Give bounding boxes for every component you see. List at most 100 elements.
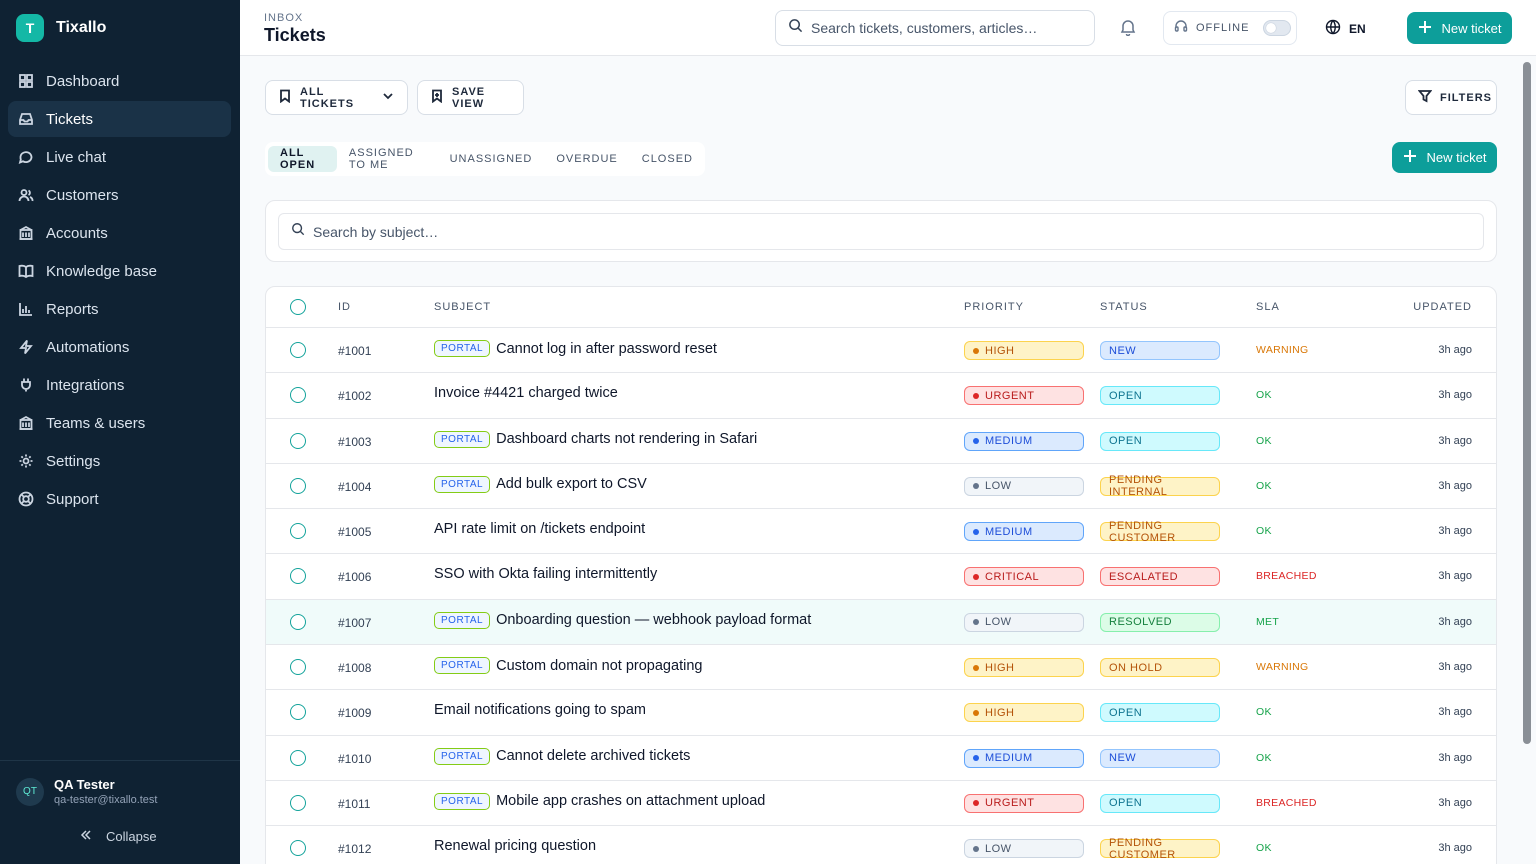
sidebar-item-customers[interactable]: Customers (8, 177, 231, 213)
ticket-subject[interactable]: PORTAL Cannot log in after password reset (434, 340, 717, 357)
sla-status: OK (1256, 751, 1272, 764)
sidebar-item-integrations[interactable]: Integrations (8, 367, 231, 403)
row-checkbox[interactable] (290, 749, 306, 766)
ticket-id[interactable]: #1003 (338, 434, 372, 449)
ticket-id[interactable]: #1001 (338, 344, 372, 358)
ticket-subject[interactable]: PORTAL Cannot delete archived tickets (434, 747, 690, 765)
column-header-updated[interactable]: UPDATED (1413, 301, 1472, 313)
row-checkbox[interactable] (290, 659, 306, 676)
view-selector-button[interactable]: ALL TICKETS (265, 80, 408, 115)
ticket-id[interactable]: #1002 (338, 389, 372, 404)
new-ticket-button[interactable]: New ticket (1392, 142, 1497, 173)
sidebar-item-live-chat[interactable]: Live chat (8, 139, 231, 175)
ticket-id[interactable]: #1006 (338, 570, 372, 585)
global-search-input[interactable] (811, 20, 1081, 36)
updated-time: 3h ago (1438, 479, 1472, 492)
ticket-id[interactable]: #1009 (338, 706, 372, 721)
ticket-subject[interactable]: SSO with Okta failing intermittently (434, 566, 657, 582)
sidebar-item-knowledge-base[interactable]: Knowledge base (8, 253, 231, 289)
filters-button[interactable]: FILTERS (1405, 80, 1497, 115)
row-checkbox[interactable] (290, 432, 306, 449)
table-row[interactable]: #1011 PORTAL Mobile app crashes on attachm… (266, 781, 1496, 827)
table-row[interactable]: #1004 PORTAL Add bulk export to CSV LOW PEND… (266, 464, 1496, 510)
sla-status: OK (1256, 525, 1272, 538)
notifications-button[interactable] (1120, 18, 1136, 41)
table-row[interactable]: #1002 Invoice #4421 charged twice URGENT OP… (266, 373, 1496, 419)
ticket-subject[interactable]: Renewal pricing question (434, 838, 596, 854)
column-header-status[interactable]: STATUS (1100, 301, 1148, 313)
ticket-subject[interactable]: Invoice #4421 charged twice (434, 385, 618, 401)
availability-control: OFFLINE (1163, 11, 1297, 45)
tab-all-open[interactable]: ALL OPEN (268, 146, 337, 172)
row-checkbox[interactable] (290, 840, 306, 857)
row-checkbox[interactable] (290, 704, 306, 721)
ticket-subject[interactable]: PORTAL Onboarding question — webhook payl… (434, 611, 811, 629)
ticket-subject[interactable]: PORTAL Mobile app crashes on attachment u… (434, 792, 765, 810)
table-row[interactable]: #1006 SSO with Okta failing intermittentl… (266, 554, 1496, 600)
table-row[interactable]: #1005 API rate limit on /tickets endpoint… (266, 509, 1496, 555)
column-header-sla[interactable]: SLA (1256, 301, 1280, 313)
sidebar-item-tickets[interactable]: Tickets (8, 101, 231, 137)
ticket-id[interactable]: #1011 (338, 796, 371, 811)
ticket-subject[interactable]: PORTAL Dashboard charts not rendering in … (434, 430, 757, 448)
row-checkbox[interactable] (290, 568, 306, 585)
sla-status: OK (1256, 479, 1272, 492)
table-row[interactable]: #1010 PORTAL Cannot delete archived ticket… (266, 736, 1496, 781)
row-checkbox[interactable] (290, 794, 306, 811)
brand[interactable]: T Tixallo (16, 14, 106, 42)
row-checkbox[interactable] (290, 523, 306, 540)
ticket-id[interactable]: #1008 (338, 661, 372, 676)
sidebar-item-dashboard[interactable]: Dashboard (8, 63, 231, 99)
header-new-ticket-button[interactable]: New ticket (1407, 12, 1512, 44)
page-scrollbar[interactable] (1523, 62, 1531, 744)
table-row[interactable]: #1007 PORTAL Onboarding question — webhook… (266, 599, 1496, 646)
sidebar-item-reports[interactable]: Reports (8, 291, 231, 327)
row-checkbox[interactable] (290, 613, 306, 630)
column-header-id[interactable]: ID (338, 301, 351, 313)
priority-dot (973, 845, 979, 852)
column-header-subject[interactable]: SUBJECT (434, 301, 492, 313)
select-all-checkbox[interactable] (290, 299, 306, 315)
tab-overdue[interactable]: OVERDUE (556, 153, 618, 165)
table-row[interactable]: #1001 PORTAL Cannot log in after password … (266, 328, 1496, 374)
ticket-id[interactable]: #1012 (338, 842, 372, 857)
sidebar-item-accounts[interactable]: Accounts (8, 215, 231, 251)
plus-icon (1403, 149, 1417, 166)
global-search[interactable] (775, 10, 1095, 46)
row-checkbox[interactable] (290, 387, 306, 404)
tab-unassigned[interactable]: UNASSIGNED (449, 153, 533, 165)
table-row[interactable]: #1008 PORTAL Custom domain not propagating… (266, 645, 1496, 691)
ticket-id[interactable]: #1004 (338, 479, 372, 494)
table-row[interactable]: #1009 Email notifications going to spam HI… (266, 690, 1496, 736)
subject-search[interactable] (278, 213, 1484, 250)
subject-search-input[interactable] (313, 223, 1413, 240)
table-row[interactable]: #1012 Renewal pricing question LOW PENDING … (266, 826, 1496, 864)
ticket-subject[interactable]: PORTAL Custom domain not propagating (434, 657, 702, 675)
column-header-priority[interactable]: PRIORITY (964, 301, 1024, 313)
collapse-button[interactable]: Collapse (80, 829, 157, 844)
sidebar-item-teams-and-users[interactable]: Teams & users (8, 405, 231, 441)
status-badge: RESOLVED (1100, 612, 1220, 632)
ticket-subject[interactable]: API rate limit on /tickets endpoint (434, 521, 645, 537)
ticket-id[interactable]: #1005 (338, 525, 372, 540)
sidebar-item-automations[interactable]: Automations (8, 329, 231, 365)
ticket-id[interactable]: #1010 (338, 751, 372, 766)
ticket-subject[interactable]: PORTAL Add bulk export to CSV (434, 475, 647, 493)
tab-closed[interactable]: CLOSED (641, 153, 693, 165)
sidebar-item-support[interactable]: Support (8, 481, 231, 517)
tab-assigned-to-me[interactable]: ASSIGNED TO ME (348, 147, 414, 171)
brand-name: Tixallo (56, 19, 107, 36)
row-checkbox[interactable] (290, 477, 306, 494)
header-new-ticket-label: New ticket (1441, 20, 1502, 36)
language-selector[interactable]: EN (1325, 19, 1366, 38)
filters-label: FILTERS (1440, 91, 1493, 104)
sidebar-item-settings[interactable]: Settings (8, 443, 231, 479)
save-view-button[interactable]: SAVE VIEW (417, 80, 524, 115)
ticket-subject[interactable]: Email notifications going to spam (434, 702, 646, 718)
ticket-id[interactable]: #1007 (338, 615, 372, 630)
availability-toggle[interactable] (1263, 20, 1292, 36)
row-checkbox[interactable] (290, 342, 306, 358)
user-profile[interactable]: QT QA Tester qa-tester@tixallo.test (16, 777, 158, 806)
updated-time: 3h ago (1438, 434, 1472, 447)
table-row[interactable]: #1003 PORTAL Dashboard charts not renderin… (266, 419, 1496, 464)
